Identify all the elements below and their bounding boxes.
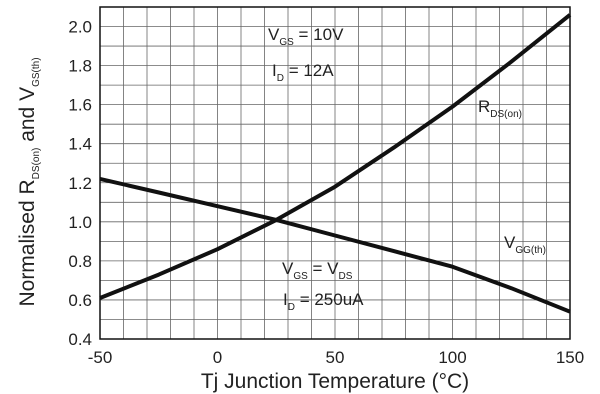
y-tick-label: 0.8 xyxy=(68,252,92,271)
y-tick-label: 1.8 xyxy=(68,57,92,76)
series-line-rds-on xyxy=(99,13,572,300)
y-axis-title: Normalised RDS(on) and VGS(th) xyxy=(16,57,42,306)
plot-frame xyxy=(99,6,571,340)
series-label-vgs-th: VGG(th) xyxy=(504,233,546,256)
y-tick-labels: 0.4 0.6 0.8 1.0 1.2 1.4 1.6 1.8 2.0 xyxy=(68,18,92,349)
annotation-id-12a: ID = 12A xyxy=(272,61,334,84)
x-tick-label: 100 xyxy=(438,348,466,367)
y-tick-label: 0.4 xyxy=(68,330,92,349)
annotation-vgs-10v: VGS = 10V xyxy=(268,25,344,48)
x-axis-title: Tj Junction Temperature (°C) xyxy=(201,370,469,393)
y-tick-label: 1.4 xyxy=(68,135,92,154)
x-tick-label: 150 xyxy=(556,348,584,367)
annotation-id-250ua: ID = 250uA xyxy=(283,290,364,313)
series-label-rds-on: RDS(on) xyxy=(478,97,522,120)
x-tick-label: 50 xyxy=(326,348,345,367)
y-tick-label: 1.0 xyxy=(68,213,92,232)
series-group xyxy=(99,13,572,314)
series-line-vgs-th xyxy=(99,176,571,314)
x-tick-label: -50 xyxy=(88,348,113,367)
y-tick-label: 2.0 xyxy=(68,18,92,37)
y-tick-label: 1.2 xyxy=(68,174,92,193)
grid xyxy=(100,7,570,339)
y-tick-label: 0.6 xyxy=(68,291,92,310)
x-tick-labels: -50 0 50 100 150 xyxy=(88,348,584,367)
y-tick-label: 1.6 xyxy=(68,96,92,115)
x-tick-label: 0 xyxy=(213,348,222,367)
annotation-vgs-vds: VGS = VDS xyxy=(282,259,353,282)
